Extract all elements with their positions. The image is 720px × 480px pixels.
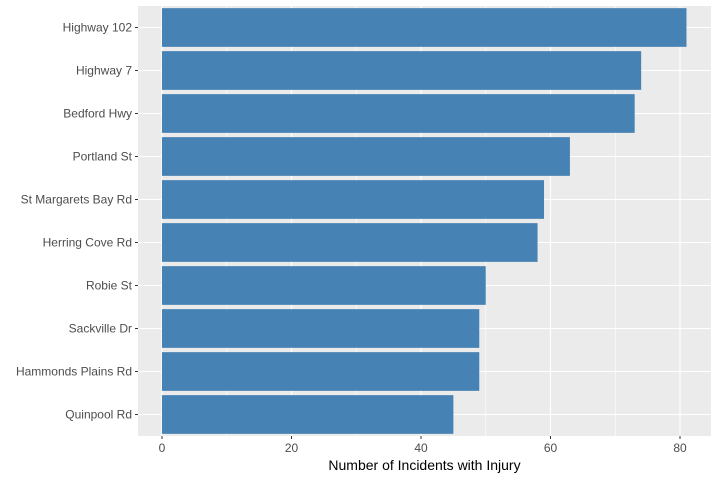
- x-tick-label: 80: [673, 441, 687, 455]
- y-tick-label: Sackville Dr: [69, 322, 132, 336]
- bar: [162, 94, 635, 133]
- y-axis: Highway 102 Highway 7 Bedford Hwy Portland …: [16, 21, 138, 422]
- x-tick-label: 60: [544, 441, 558, 455]
- y-tick-label: Hammonds Plains Rd: [16, 365, 132, 379]
- x-tick-label: 20: [285, 441, 299, 455]
- y-tick-label: St Margarets Bay Rd: [21, 193, 132, 207]
- bar: [162, 137, 570, 176]
- y-tick-label: Bedford Hwy: [63, 107, 132, 121]
- x-axis-title: Number of Incidents with Injury: [328, 457, 520, 473]
- y-tick-label: Highway 102: [63, 21, 133, 35]
- bar: [162, 395, 454, 434]
- bar: [162, 309, 480, 348]
- y-tick-label: Portland St: [73, 150, 133, 164]
- bar: [162, 352, 480, 391]
- bar: [162, 223, 538, 262]
- bars: [162, 8, 687, 434]
- x-tick-label: 0: [159, 441, 166, 455]
- x-tick-label: 40: [414, 441, 428, 455]
- bar: [162, 180, 545, 219]
- bar: [162, 8, 687, 47]
- y-tick-label: Highway 7: [76, 64, 132, 78]
- y-tick-label: Robie St: [86, 279, 133, 293]
- bar: [162, 51, 642, 90]
- bar: [162, 266, 486, 305]
- x-axis: 0 20 40 60 80: [159, 436, 687, 455]
- y-tick-label: Herring Cove Rd: [43, 236, 132, 250]
- y-tick-label: Quinpool Rd: [65, 408, 132, 422]
